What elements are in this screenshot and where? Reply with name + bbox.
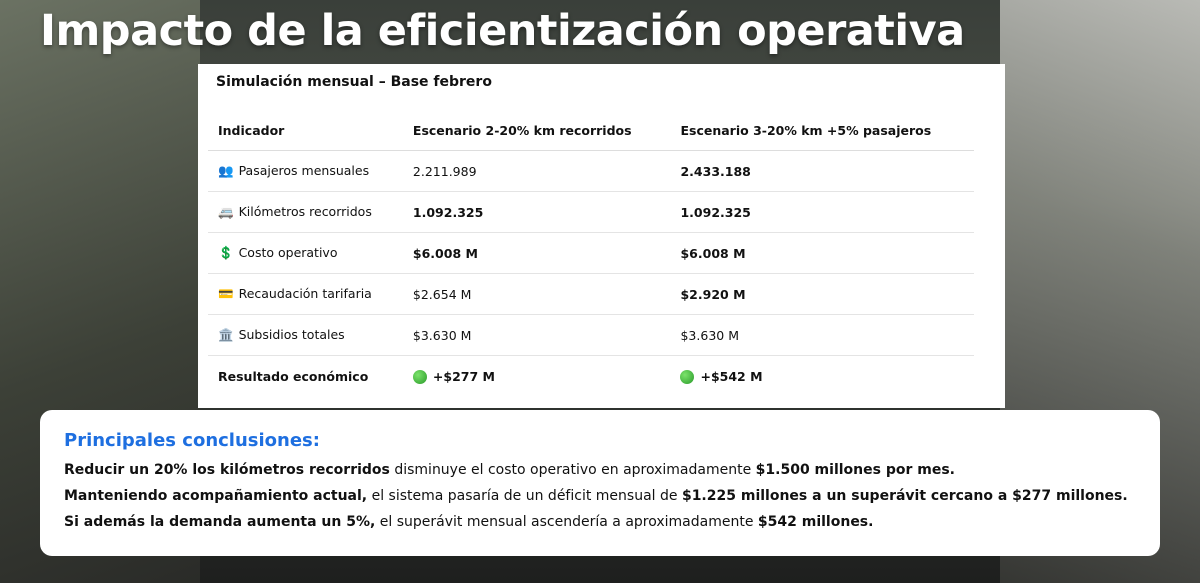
row-label: Subsidios totales bbox=[238, 327, 345, 342]
cell-value: $3.630 M bbox=[680, 327, 739, 343]
cell-value: $6.008 M bbox=[680, 245, 746, 261]
row-label-cell: 🚐 Kilómetros recorridos bbox=[208, 191, 403, 233]
row-icon: 🏛️ bbox=[218, 327, 234, 342]
row-label: Costo operativo bbox=[238, 245, 338, 260]
row-label-cell: 👥 Pasajeros mensuales bbox=[208, 150, 403, 192]
value-cell: +$277 M bbox=[403, 356, 671, 397]
row-label: Recaudación tarifaria bbox=[238, 286, 372, 301]
slide-title: Impacto de la eficientización operativa bbox=[40, 6, 965, 56]
row-icon: 💲 bbox=[218, 245, 234, 260]
column-header: Indicador bbox=[208, 110, 403, 151]
row-label-cell: 💳 Recaudación tarifaria bbox=[208, 273, 403, 315]
column-header: Escenario 3-20% km +5% pasajeros bbox=[670, 110, 974, 151]
row-icon: 🚐 bbox=[218, 204, 234, 219]
table-row: 💳 Recaudación tarifaria $2.654 M $2.920 M bbox=[208, 273, 974, 315]
conclusion-text: $1.500 millones por mes. bbox=[755, 462, 955, 478]
row-label-cell: 💲 Costo operativo bbox=[208, 232, 403, 274]
table-row: 🚐 Kilómetros recorridos 1.092.325 1.092.325 bbox=[208, 191, 974, 233]
value-cell: $2.920 M bbox=[670, 273, 974, 315]
value-cell: $6.008 M bbox=[670, 232, 974, 274]
cell-value: $3.630 M bbox=[412, 327, 472, 343]
cell-value: $2.920 M bbox=[680, 286, 746, 302]
value-cell: 2.211.989 bbox=[402, 150, 671, 192]
value-cell: +$542 M bbox=[670, 356, 974, 397]
row-label: Kilómetros recorridos bbox=[238, 204, 372, 219]
value-cell: $3.630 M bbox=[402, 314, 671, 356]
row-icon: 👥 bbox=[218, 163, 234, 178]
table: Indicador Escenario 2-20% km recorridos Es… bbox=[208, 110, 974, 396]
cell-value: 2.211.989 bbox=[412, 163, 477, 179]
value-cell: $3.630 M bbox=[670, 314, 974, 356]
status-dot bbox=[412, 369, 427, 384]
conclusion-text: disminuye el costo operativo en aproxima… bbox=[389, 462, 756, 478]
value-cell: 1.092.325 bbox=[402, 191, 671, 233]
table-body: 👥 Pasajeros mensuales 2.211.989 2.433.188 🚐 K… bbox=[208, 150, 974, 397]
row-icon: 💳 bbox=[218, 286, 234, 301]
header-row: Indicador Escenario 2-20% km recorridos Es… bbox=[208, 110, 974, 151]
table-row: Resultado económico +$277 M +$542 M bbox=[208, 356, 974, 397]
value-cell: 2.433.188 bbox=[670, 150, 974, 192]
value-cell: $6.008 M bbox=[402, 232, 671, 274]
cell-value: $6.008 M bbox=[412, 245, 478, 261]
table-row: 👥 Pasajeros mensuales 2.211.989 2.433.188 bbox=[208, 150, 974, 192]
conclusions-title: Principales conclusiones: bbox=[64, 430, 320, 451]
conclusion-line: Si además la demanda aumenta un 5%, el s… bbox=[64, 514, 873, 530]
table-card: Simulación mensual – Base febrero Indica… bbox=[198, 64, 1005, 408]
column-header: Escenario 2-20% km recorridos bbox=[402, 110, 671, 151]
conclusions-card: Principales conclusiones: Reducir un 20%… bbox=[40, 410, 1160, 556]
cell-value: 1.092.325 bbox=[412, 204, 484, 220]
row-label: Pasajeros mensuales bbox=[238, 163, 370, 178]
status-dot bbox=[680, 369, 695, 384]
value-cell: $2.654 M bbox=[402, 273, 671, 315]
table-row: 💲 Costo operativo $6.008 M $6.008 M bbox=[208, 232, 974, 274]
row-label-cell: Resultado económico bbox=[208, 356, 403, 397]
row-label-cell: 🏛️ Subsidios totales bbox=[208, 314, 403, 356]
conclusion-text: $1.225 millones a un superávit cercano a… bbox=[681, 488, 1128, 504]
table-title: Simulación mensual – Base febrero bbox=[216, 74, 492, 90]
conclusion-text: el sistema pasaría de un déficit mensual… bbox=[367, 488, 682, 504]
row-label: Resultado económico bbox=[218, 368, 369, 384]
conclusion-text: el superávit mensual ascendería a aproxi… bbox=[375, 514, 758, 530]
table-row: 🏛️ Subsidios totales $3.630 M $3.630 M bbox=[208, 314, 974, 356]
cell-value: $2.654 M bbox=[412, 286, 472, 302]
conclusion-line: Reducir un 20% los kilómetros recorridos… bbox=[64, 462, 955, 478]
cell-value: 1.092.325 bbox=[680, 204, 751, 220]
conclusion-text: Reducir un 20% los kilómetros recorridos bbox=[64, 462, 390, 478]
cell-value: 2.433.188 bbox=[680, 163, 751, 179]
cell-value: +$542 M bbox=[700, 368, 763, 384]
conclusion-line: Manteniendo acompañamiento actual, el si… bbox=[64, 488, 1128, 504]
conclusion-text: Si además la demanda aumenta un 5%, bbox=[64, 514, 376, 530]
conclusion-text: Manteniendo acompañamiento actual, bbox=[64, 488, 368, 504]
conclusion-text: $542 millones. bbox=[757, 514, 874, 530]
value-cell: 1.092.325 bbox=[670, 191, 974, 233]
cell-value: +$277 M bbox=[432, 368, 495, 384]
